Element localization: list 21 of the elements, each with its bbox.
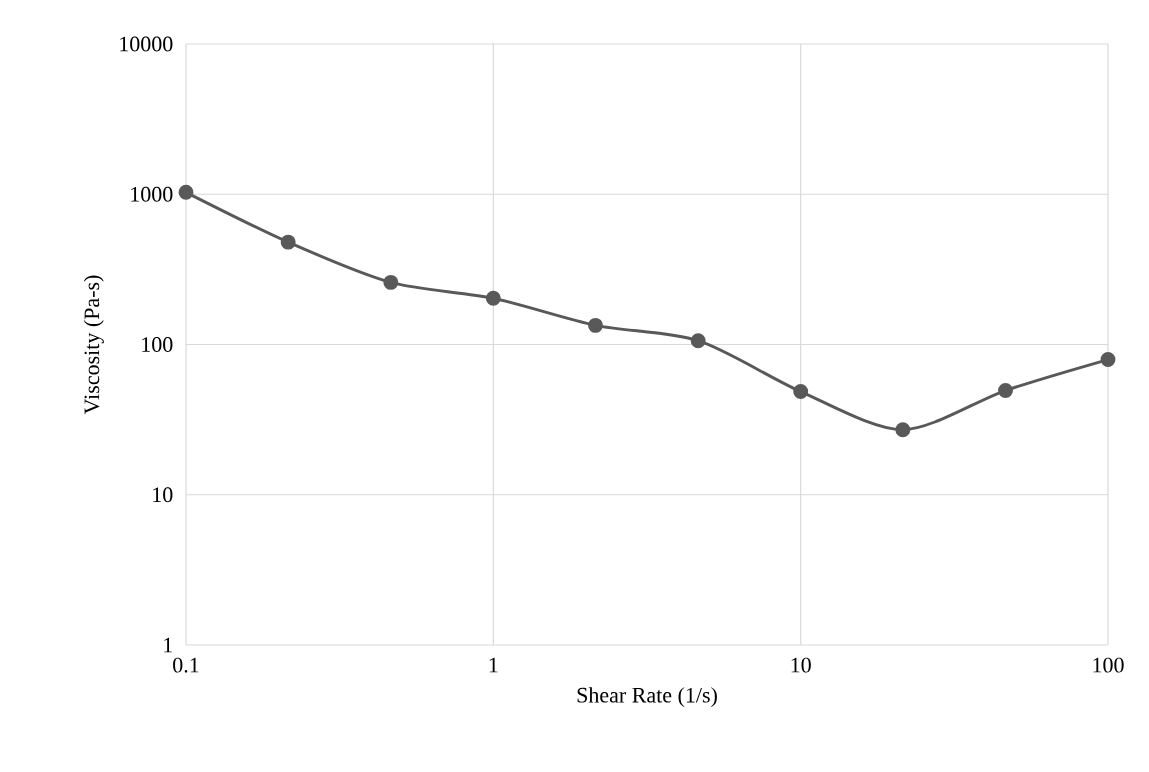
point: [998, 383, 1013, 398]
point: [178, 184, 194, 200]
x-tick-label: 0.1: [173, 657, 199, 673]
x-tick-label: 1: [489, 657, 498, 673]
x-tick-label: 100: [1093, 657, 1124, 673]
y-tick-label: 1: [164, 637, 172, 653]
point: [793, 384, 809, 400]
x-tick-label: 10: [791, 657, 811, 673]
point: [895, 422, 911, 438]
y-tick-label: 1000: [131, 186, 173, 202]
y-axis-title: Viscosity (Pa-s): [83, 275, 104, 415]
y-tick-label: 10000: [120, 36, 173, 52]
point: [690, 333, 706, 349]
point: [280, 234, 296, 250]
y-tick-label: 100: [142, 337, 173, 352]
point: [383, 274, 399, 290]
point: [588, 317, 603, 333]
point: [1100, 352, 1116, 368]
y-tick-label: 10: [153, 487, 173, 503]
x-axis-title: Shear Rate (1/s): [577, 687, 717, 708]
point: [485, 290, 501, 306]
